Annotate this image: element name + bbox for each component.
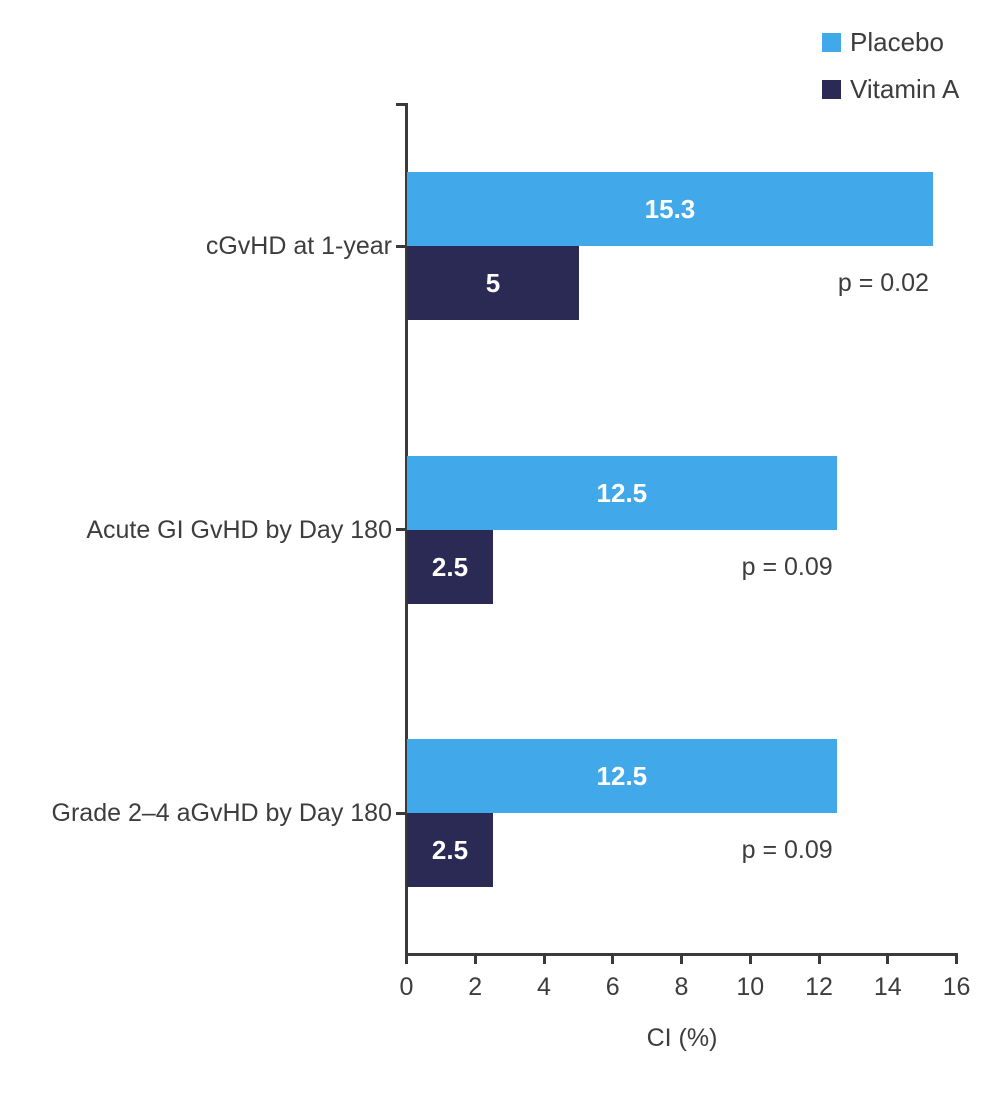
p-value-label: p = 0.09 bbox=[741, 836, 833, 864]
bar-placebo-cgvhd-at-1-year: 15.3 bbox=[407, 172, 933, 246]
legend-swatch-placebo-icon bbox=[822, 32, 841, 52]
category-label-acute-gi-gvhd-by-day-180: Acute GI GvHD by Day 180 bbox=[86, 515, 392, 544]
bar-value-label: 2.5 bbox=[431, 551, 469, 582]
x-axis-tick bbox=[680, 956, 683, 964]
bar-vitamin-a-grade-2-4-agvhd-by-day-180: 2.5 bbox=[407, 813, 493, 887]
bar-value-label: 15.3 bbox=[644, 194, 696, 224]
x-axis-tick-label: 10 bbox=[736, 973, 765, 1001]
x-axis-tick bbox=[405, 956, 408, 964]
bar-placebo-grade-2-4-agvhd-by-day-180: 12.5 bbox=[407, 739, 837, 813]
x-axis-tick-label: 8 bbox=[674, 973, 689, 1001]
p-value-label: p = 0.02 bbox=[837, 269, 929, 297]
bar-value-label: 2.5 bbox=[431, 835, 469, 865]
x-axis-tick-label: 16 bbox=[942, 973, 971, 1001]
x-axis-tick-label: 2 bbox=[468, 973, 483, 1001]
x-axis-tick-label: 6 bbox=[605, 973, 620, 1001]
bar-vitamin-a-cgvhd-at-1-year: 5 bbox=[407, 246, 579, 320]
y-axis-category-tick bbox=[396, 244, 405, 248]
bar-value-label: 5 bbox=[485, 268, 501, 298]
x-axis-tick bbox=[611, 956, 615, 964]
bar-value-label: 12.5 bbox=[596, 761, 648, 791]
legend-label-vitamin-a: Vitamin A bbox=[850, 74, 960, 104]
x-axis-tick-label: 0 bbox=[399, 973, 414, 1001]
category-label-cgvhd-at-1-year: cGvHD at 1-year bbox=[205, 232, 392, 260]
y-axis-category-tick bbox=[396, 528, 405, 531]
x-axis-tick bbox=[886, 956, 890, 964]
y-axis-line bbox=[405, 103, 408, 956]
x-axis-tick bbox=[473, 956, 477, 964]
x-axis-tick-label: 4 bbox=[537, 973, 551, 1001]
legend-swatch-vitamin-a-icon bbox=[822, 79, 841, 99]
bar-vitamin-a-acute-gi-gvhd-by-day-180: 2.5 bbox=[407, 529, 493, 604]
p-value-label: p = 0.09 bbox=[741, 552, 833, 581]
x-axis-tick-label: 12 bbox=[805, 973, 833, 1001]
x-axis-line bbox=[405, 953, 958, 956]
x-axis-tick bbox=[955, 956, 958, 964]
legend-item-placebo: Placebo bbox=[822, 26, 959, 58]
x-axis-tick bbox=[748, 956, 752, 964]
legend: Placebo Vitamin A bbox=[822, 26, 959, 105]
category-label-grade-2-4-agvhd-by-day-180: Grade 2–4 aGvHD by Day 180 bbox=[51, 799, 392, 827]
legend-item-vitamin-a: Vitamin A bbox=[822, 73, 959, 105]
y-axis-top-tick bbox=[396, 103, 405, 106]
x-axis-tick bbox=[542, 956, 546, 964]
bar-placebo-acute-gi-gvhd-by-day-180: 12.5 bbox=[407, 455, 837, 530]
y-axis-category-tick bbox=[396, 811, 405, 815]
x-axis-title: CI (%) bbox=[646, 1024, 718, 1052]
x-axis-tick bbox=[817, 956, 821, 964]
bar-value-label: 12.5 bbox=[596, 477, 648, 508]
legend-label-placebo: Placebo bbox=[850, 27, 944, 57]
x-axis-tick-label: 14 bbox=[873, 973, 902, 1001]
